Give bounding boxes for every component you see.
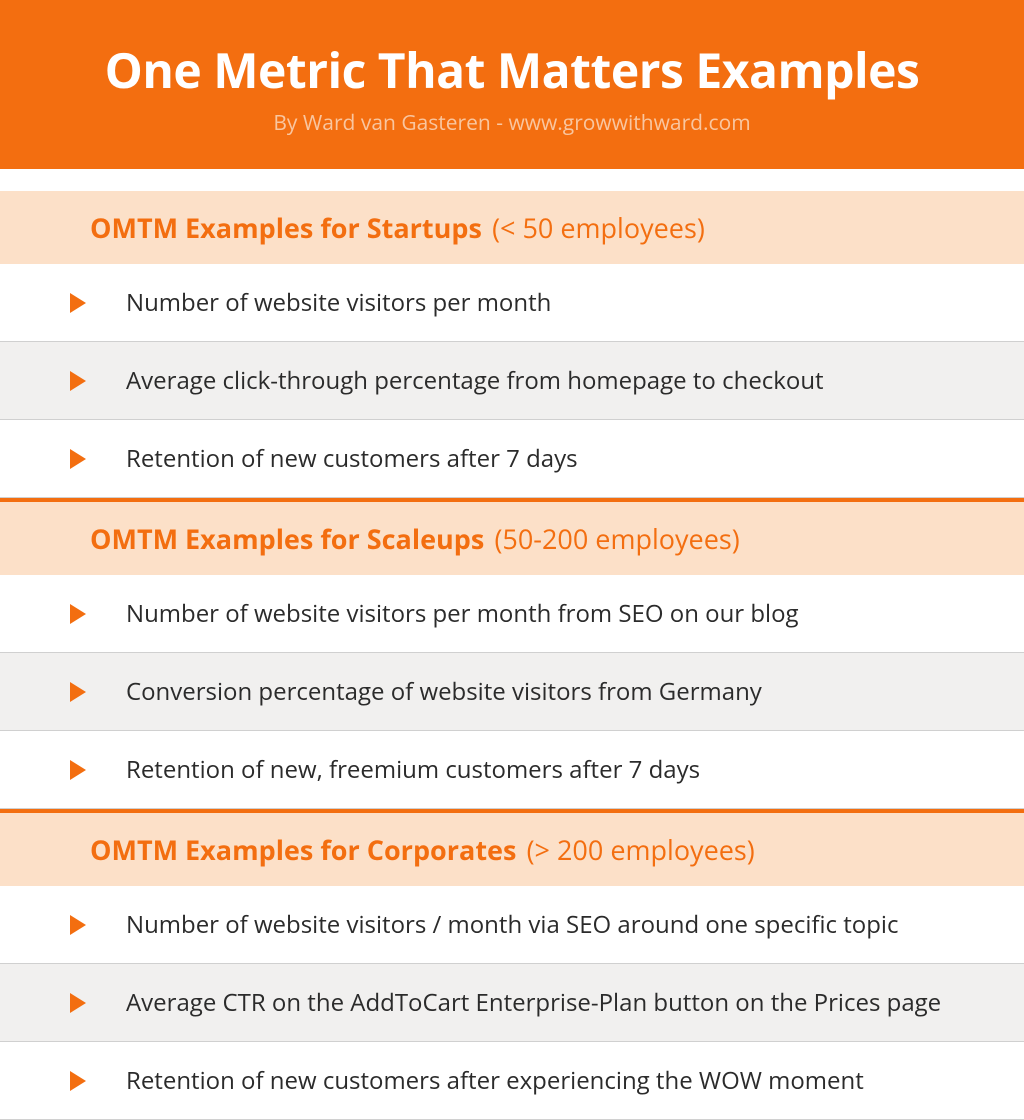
item-text: Average CTR on the AddToCart Enterprise-…: [126, 986, 941, 1019]
item-text: Conversion percentage of website visitor…: [126, 675, 762, 708]
list-item: Retention of new customers after 7 days: [0, 420, 1024, 498]
list-item: Average click-through percentage from ho…: [0, 342, 1024, 420]
list-item: Number of website visitors per month: [0, 264, 1024, 342]
section-title-strong: OMTM Examples for Corporates: [90, 831, 516, 868]
page-header: One Metric That Matters Examples By Ward…: [0, 0, 1024, 169]
list-item: Number of website visitors / month via S…: [0, 886, 1024, 964]
item-text: Retention of new customers after 7 days: [126, 442, 578, 475]
triangle-bullet-icon: [70, 682, 86, 702]
triangle-bullet-icon: [70, 1071, 86, 1091]
section-header-startups: OMTM Examples for Startups (< 50 employe…: [0, 191, 1024, 264]
triangle-bullet-icon: [70, 915, 86, 935]
triangle-bullet-icon: [70, 371, 86, 391]
list-item: Retention of new, freemium customers aft…: [0, 731, 1024, 809]
item-text: Number of website visitors per month: [126, 286, 551, 319]
item-text: Retention of new customers after experie…: [126, 1064, 864, 1097]
list-item: Retention of new customers after experie…: [0, 1042, 1024, 1120]
section-title-strong: OMTM Examples for Startups: [90, 209, 482, 246]
page-subtitle: By Ward van Gasteren - www.growwithward.…: [30, 109, 994, 137]
triangle-bullet-icon: [70, 760, 86, 780]
section-header-corporates: OMTM Examples for Corporates (> 200 empl…: [0, 809, 1024, 886]
list-item: Conversion percentage of website visitor…: [0, 653, 1024, 731]
item-text: Number of website visitors per month fro…: [126, 597, 799, 630]
item-text: Average click-through percentage from ho…: [126, 364, 824, 397]
section-header-scaleups: OMTM Examples for Scaleups (50-200 emplo…: [0, 498, 1024, 575]
triangle-bullet-icon: [70, 449, 86, 469]
triangle-bullet-icon: [70, 604, 86, 624]
spacer: [0, 169, 1024, 191]
item-text: Retention of new, freemium customers aft…: [126, 753, 700, 786]
section-title-light: (> 200 employees): [527, 831, 755, 868]
section-title-light: (50-200 employees): [494, 520, 739, 557]
triangle-bullet-icon: [70, 993, 86, 1013]
section-title-strong: OMTM Examples for Scaleups: [90, 520, 484, 557]
page-title: One Metric That Matters Examples: [30, 38, 994, 103]
item-text: Number of website visitors / month via S…: [126, 908, 898, 941]
list-item: Number of website visitors per month fro…: [0, 575, 1024, 653]
triangle-bullet-icon: [70, 293, 86, 313]
section-title-light: (< 50 employees): [492, 209, 705, 246]
list-item: Average CTR on the AddToCart Enterprise-…: [0, 964, 1024, 1042]
